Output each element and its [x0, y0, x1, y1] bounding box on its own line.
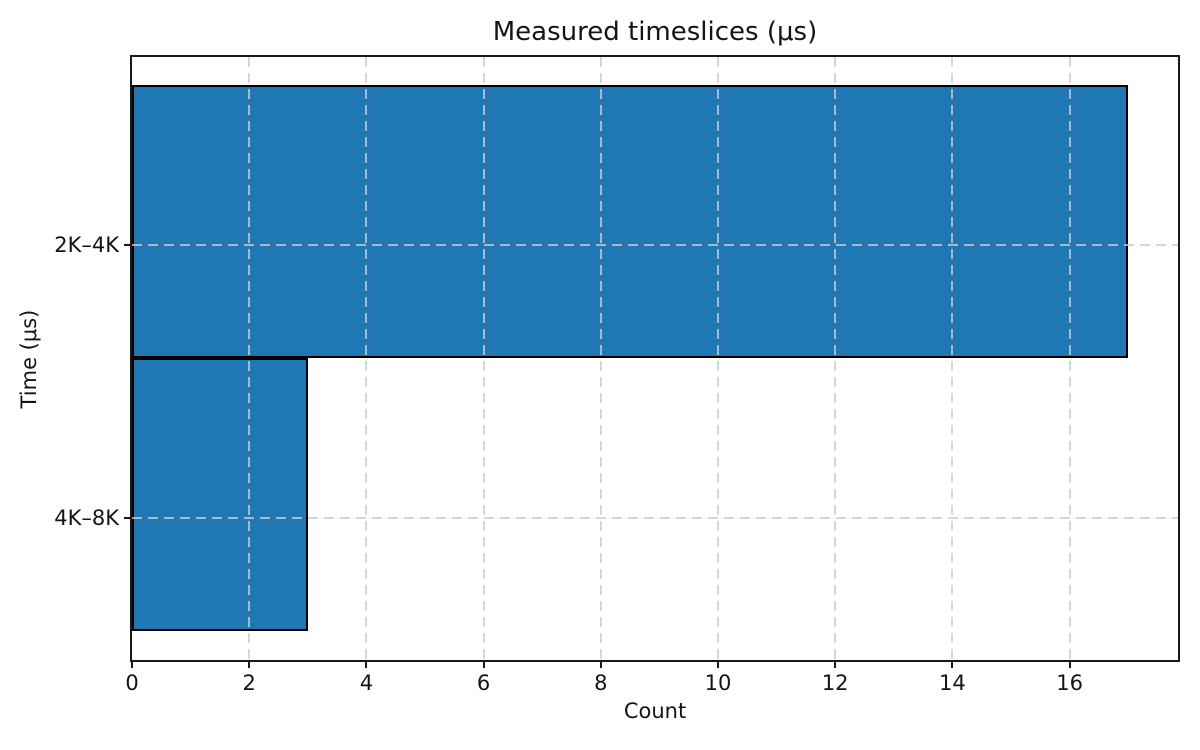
x-tick-mark — [599, 660, 602, 668]
x-tick-mark — [1068, 660, 1071, 668]
bar-4K–8K — [132, 357, 308, 632]
x-tick-label: 6 — [476, 671, 491, 695]
y-tick-label: 2K–4K — [54, 232, 119, 257]
plot-area: 0 2 4 6 8 10 12 14 16 2K–4K 4K–8K — [54, 55, 1180, 695]
bars-layer — [132, 57, 1178, 660]
x-tick-label: 16 — [1056, 671, 1083, 695]
x-tick-mark — [834, 660, 837, 668]
bar-2K–4K — [132, 84, 1129, 358]
x-tick-label: 12 — [821, 671, 849, 695]
x-axis-label: Count — [623, 699, 687, 723]
y-axis-label: Time (μs) — [17, 309, 41, 409]
x-tick-mark — [248, 660, 251, 668]
x-tick-label: 8 — [594, 671, 608, 695]
x-tick-mark — [131, 660, 133, 668]
x-tick-label: 0 — [125, 671, 139, 695]
x-tick-label: 2 — [242, 671, 256, 695]
x-tick-label: 4 — [359, 671, 374, 695]
y-tick-label: 4K–8K — [54, 505, 119, 530]
x-tick-mark — [482, 660, 485, 668]
y-tick-mark — [124, 516, 132, 519]
x-tick-label: 14 — [939, 671, 966, 695]
x-tick-mark — [365, 660, 368, 668]
x-tick-mark — [716, 660, 719, 668]
x-tick-label: 10 — [704, 671, 732, 695]
chart-title: Measured timeslices (μs) — [492, 17, 818, 47]
x-tick-mark — [951, 660, 954, 668]
y-tick-mark — [124, 243, 132, 246]
